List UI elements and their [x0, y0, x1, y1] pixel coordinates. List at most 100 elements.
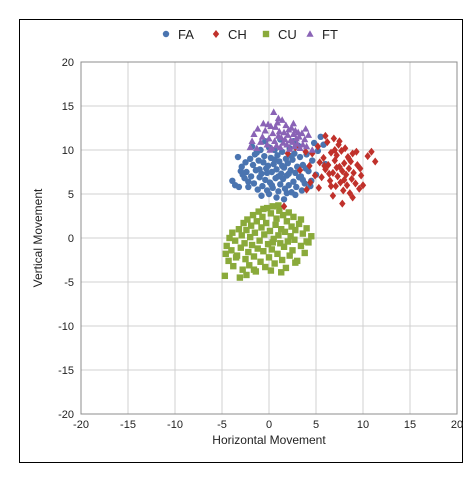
- data-point-cu: [222, 250, 229, 258]
- data-point-ft: [289, 130, 298, 137]
- data-point-cu: [282, 264, 290, 272]
- data-point-fa: [258, 192, 265, 199]
- data-point-ft: [308, 146, 316, 153]
- data-point-ch: [343, 181, 351, 190]
- data-point-fa: [265, 190, 273, 198]
- data-point-fa: [256, 166, 263, 173]
- data-point-fa: [309, 157, 316, 164]
- data-point-ft: [276, 143, 284, 151]
- data-point-ft: [269, 129, 277, 137]
- x-tick-label: 15: [404, 419, 416, 431]
- data-point-ch: [339, 167, 346, 176]
- data-point-ch: [280, 202, 288, 211]
- data-point-cu: [267, 267, 275, 274]
- data-point-ft: [264, 120, 272, 128]
- data-point-cu: [297, 242, 305, 250]
- data-point-fa: [254, 186, 261, 193]
- x-tick-label: -10: [167, 419, 183, 431]
- data-point-ch: [325, 169, 333, 178]
- data-point-ft: [301, 135, 309, 143]
- data-point-cu: [265, 254, 273, 261]
- data-point-cu: [247, 233, 254, 241]
- data-point-ch: [341, 159, 348, 168]
- data-point-cu: [271, 260, 278, 267]
- data-point-cu: [280, 243, 288, 250]
- data-point-fa: [262, 176, 269, 184]
- data-point-ch: [340, 186, 347, 195]
- data-point-fa: [234, 153, 242, 161]
- data-point-ch: [307, 178, 314, 187]
- legend-label-cu: CU: [278, 27, 297, 42]
- data-point-ch: [330, 134, 338, 143]
- data-point-cu: [272, 221, 279, 228]
- data-point-cu: [303, 238, 310, 245]
- data-point-cu: [303, 225, 310, 232]
- data-point-ch: [314, 142, 322, 151]
- data-point-cu: [238, 232, 245, 239]
- legend-marker-ft: [306, 30, 314, 37]
- data-point-cu: [277, 240, 284, 247]
- data-point-fa: [263, 169, 271, 177]
- data-point-cu: [284, 238, 291, 245]
- data-point-cu: [292, 259, 299, 266]
- y-tick-label: -10: [58, 321, 74, 333]
- data-point-fa: [271, 156, 278, 163]
- data-point-ft: [282, 121, 290, 129]
- chart-frame: -20 -15 -10 -5 0 5 10 15 20 -20 -15 -10 -5 0 5 10 15 20 Ho…: [19, 19, 463, 463]
- data-point-ft: [287, 124, 296, 131]
- data-point-cu: [278, 269, 285, 276]
- data-point-ft: [280, 128, 288, 136]
- data-point-cu: [274, 250, 281, 258]
- data-point-ft: [273, 118, 282, 126]
- data-point-cu: [259, 213, 266, 221]
- y-tick-label: -20: [58, 409, 74, 421]
- data-point-cu: [257, 258, 264, 265]
- data-point-cu: [231, 237, 239, 244]
- x-tick-label: -15: [120, 419, 136, 431]
- data-point-fa: [260, 159, 267, 166]
- data-point-cu: [254, 245, 261, 252]
- data-point-ft: [254, 125, 262, 132]
- data-point-ch: [303, 185, 310, 194]
- data-point-cu: [235, 226, 243, 233]
- data-point-ft: [283, 140, 291, 148]
- data-point-cu: [236, 274, 244, 281]
- data-point-ch: [357, 171, 365, 180]
- data-point-ch: [324, 138, 331, 147]
- data-point-cu: [256, 237, 263, 244]
- data-point-cu: [243, 226, 250, 234]
- data-point-ft: [261, 126, 269, 134]
- data-point-ft: [265, 134, 273, 142]
- data-point-cu: [275, 202, 282, 209]
- data-point-cu: [273, 215, 280, 222]
- data-point-ch: [326, 176, 334, 185]
- y-tick-label: 20: [62, 57, 74, 69]
- data-point-fa: [285, 170, 292, 177]
- data-point-fa: [242, 159, 249, 166]
- data-point-cu: [230, 262, 237, 270]
- data-point-ft: [259, 119, 267, 127]
- data-point-cu: [289, 247, 296, 254]
- data-point-fa: [275, 188, 282, 195]
- data-point-cu: [260, 248, 267, 255]
- data-point-fa: [290, 178, 297, 185]
- data-point-cu: [295, 220, 303, 228]
- data-point-ft: [279, 139, 287, 146]
- data-point-ft: [278, 116, 286, 123]
- data-point-cu: [264, 240, 272, 248]
- data-point-cu: [292, 226, 299, 234]
- data-point-fa: [310, 139, 318, 147]
- data-point-cu: [301, 249, 308, 257]
- x-tick-label: -5: [217, 419, 227, 431]
- y-tick-label: 10: [62, 145, 74, 157]
- data-point-cu: [269, 203, 276, 210]
- data-point-fa: [293, 183, 300, 191]
- data-point-cu: [285, 209, 292, 216]
- data-point-ft: [289, 119, 298, 127]
- data-point-ft: [253, 144, 261, 152]
- data-point-ft: [302, 125, 310, 132]
- data-point-ch: [336, 137, 343, 146]
- data-point-fa: [273, 194, 280, 201]
- data-point-cu: [239, 266, 246, 273]
- data-point-ch: [345, 154, 353, 163]
